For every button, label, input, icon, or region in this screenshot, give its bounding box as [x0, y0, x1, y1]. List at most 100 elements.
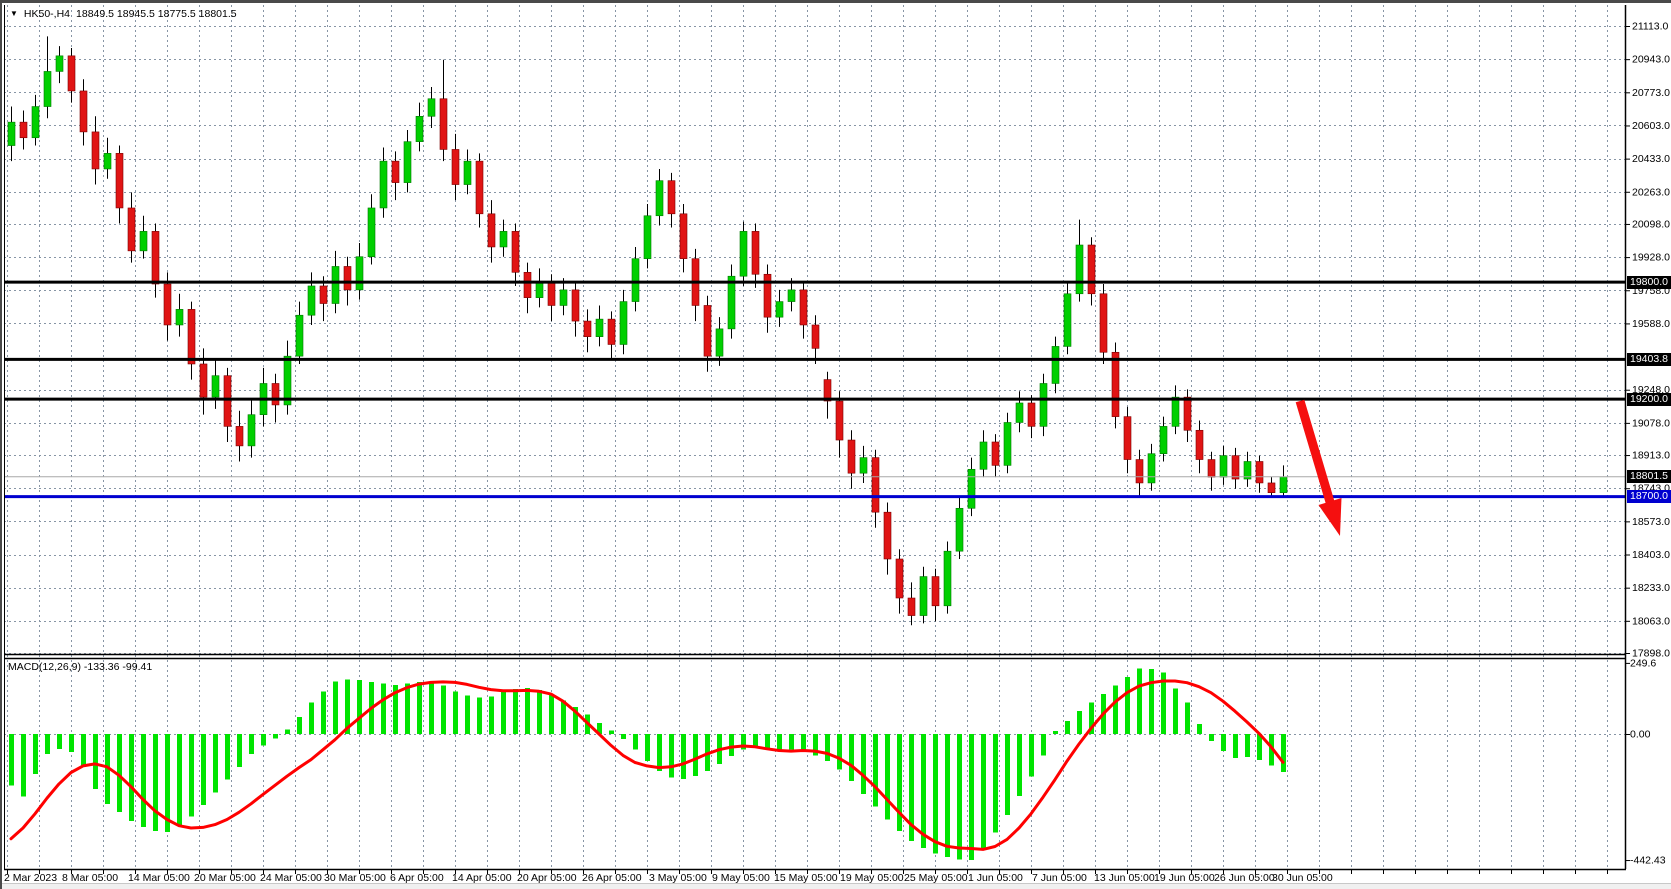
bear-candle-body — [571, 289, 580, 322]
bull-candle-body — [955, 507, 964, 552]
macd-histogram-bar — [873, 734, 878, 807]
bull-candle-body — [331, 266, 340, 304]
time-tick-label: 8 Mar 05:00 — [62, 872, 118, 884]
price-tick-label: 19758.0 — [1632, 285, 1670, 297]
chart-canvas[interactable]: 21113.0 20943.0 20773.0 20603.0 20433.0 20263… — [2, 3, 1671, 889]
trend-arrow-shaft[interactable] — [1295, 399, 1335, 504]
bear-candle-body — [1231, 455, 1240, 480]
macd-histogram-bar — [201, 734, 206, 806]
macd-histogram-bar — [513, 688, 518, 734]
bear-candle-body — [235, 426, 244, 447]
macd-histogram-bar — [177, 734, 182, 826]
macd-histogram-bar — [525, 687, 530, 734]
macd-histogram-bar — [1077, 711, 1082, 734]
bear-candle-body — [79, 90, 88, 133]
time-tick-label: 19 May 05:00 — [840, 872, 904, 884]
bear-candle-body — [763, 273, 772, 318]
bull-candle-body — [859, 457, 868, 474]
bear-candle-body — [91, 131, 100, 170]
macd-histogram-bar — [345, 679, 350, 734]
trend-arrow-head[interactable] — [1318, 498, 1342, 536]
bull-candle-body — [919, 576, 928, 616]
macd-histogram-bar — [945, 734, 950, 858]
time-tick-label: 24 Mar 05:00 — [260, 872, 322, 884]
macd-signal-line — [9, 679, 1285, 851]
bear-candle-body — [607, 318, 616, 345]
macd-histogram-bar — [1149, 669, 1154, 734]
bull-candle-body — [499, 231, 508, 248]
bear-candle-body — [1183, 396, 1192, 431]
macd-histogram-bar — [297, 716, 302, 734]
price-tick-label: 20433.0 — [1632, 153, 1670, 165]
bear-candle-body — [187, 309, 196, 365]
macd-histogram-bar — [1257, 734, 1262, 761]
bull-candle-body — [1171, 396, 1180, 427]
bear-candle-body — [751, 231, 760, 275]
macd-histogram-bar — [1053, 731, 1058, 734]
bear-candle-body — [511, 231, 520, 273]
bull-candle-body — [1051, 346, 1060, 384]
bear-candle-body — [847, 439, 856, 474]
time-tick-label: 26 Apr 05:00 — [582, 872, 642, 884]
price-tick-label: 18063.0 — [1632, 615, 1670, 627]
macd-histogram-bar — [861, 734, 866, 794]
macd-histogram-bar — [357, 679, 362, 734]
bull-candle-body — [427, 98, 436, 117]
bull-candle-body — [1159, 426, 1168, 454]
macd-histogram-bar — [333, 681, 338, 734]
macd-histogram-bar — [1173, 688, 1178, 734]
bear-candle-body — [199, 363, 208, 398]
bull-candle-body — [415, 115, 424, 142]
bull-candle-body — [283, 355, 292, 406]
bear-candle-body — [151, 231, 160, 285]
bull-candle-body — [643, 215, 652, 259]
bull-candle-body — [295, 314, 304, 357]
macd-histogram-bar — [249, 734, 254, 754]
bear-candle-body — [1099, 293, 1108, 353]
price-tick-label: 18233.0 — [1632, 582, 1670, 594]
macd-histogram-bar — [1245, 734, 1250, 757]
macd-histogram-bar — [1017, 734, 1022, 797]
macd-histogram-bar — [153, 734, 158, 831]
bear-candle-body — [1123, 416, 1132, 460]
time-tick-label: 1 Jun 05:00 — [968, 872, 1023, 884]
bull-candle-body — [1243, 461, 1252, 480]
macd-histogram-bar — [681, 734, 686, 780]
macd-histogram-bar — [801, 734, 806, 752]
bear-candle-body — [871, 457, 880, 513]
bull-candle-body — [211, 375, 220, 398]
bear-candle-body — [883, 511, 892, 560]
macd-histogram-bar — [21, 734, 26, 797]
time-tick-label: 7 Jun 05:00 — [1032, 872, 1087, 884]
time-tick-label: 3 May 05:00 — [649, 872, 707, 884]
macd-histogram-bar — [957, 734, 962, 860]
bear-candle-body — [475, 160, 484, 215]
macd-histogram-bar — [549, 694, 554, 734]
time-tick-label: 30 Jun 05:00 — [1272, 872, 1333, 884]
macd-histogram-bar — [537, 689, 542, 734]
bear-candle-body — [163, 283, 172, 326]
macd-histogram-bar — [393, 684, 398, 734]
macd-histogram-bar — [885, 734, 890, 820]
macd-histogram-bar — [657, 734, 662, 772]
bear-candle-body — [667, 180, 676, 215]
macd-histogram-bar — [1161, 672, 1166, 734]
bull-candle-body — [247, 414, 256, 447]
bull-candle-body — [1279, 476, 1288, 493]
bull-candle-body — [727, 275, 736, 330]
price-tick-label: 20943.0 — [1632, 54, 1670, 66]
macd-histogram-bar — [489, 696, 494, 734]
bull-candle-body — [967, 468, 976, 509]
bull-candle-body — [1039, 383, 1048, 427]
macd-histogram-bar — [1005, 734, 1010, 816]
time-tick-label: 30 Mar 05:00 — [324, 872, 386, 884]
bear-candle-body — [835, 400, 844, 441]
price-tick-label: 20263.0 — [1632, 186, 1670, 198]
macd-histogram-bar — [417, 682, 422, 734]
macd-histogram-bar — [969, 734, 974, 860]
macd-histogram-bar — [741, 734, 746, 750]
macd-histogram-bar — [633, 734, 638, 750]
macd-histogram-bar — [597, 723, 602, 734]
bear-candle-body — [1111, 351, 1120, 417]
macd-histogram-bar — [729, 734, 734, 757]
